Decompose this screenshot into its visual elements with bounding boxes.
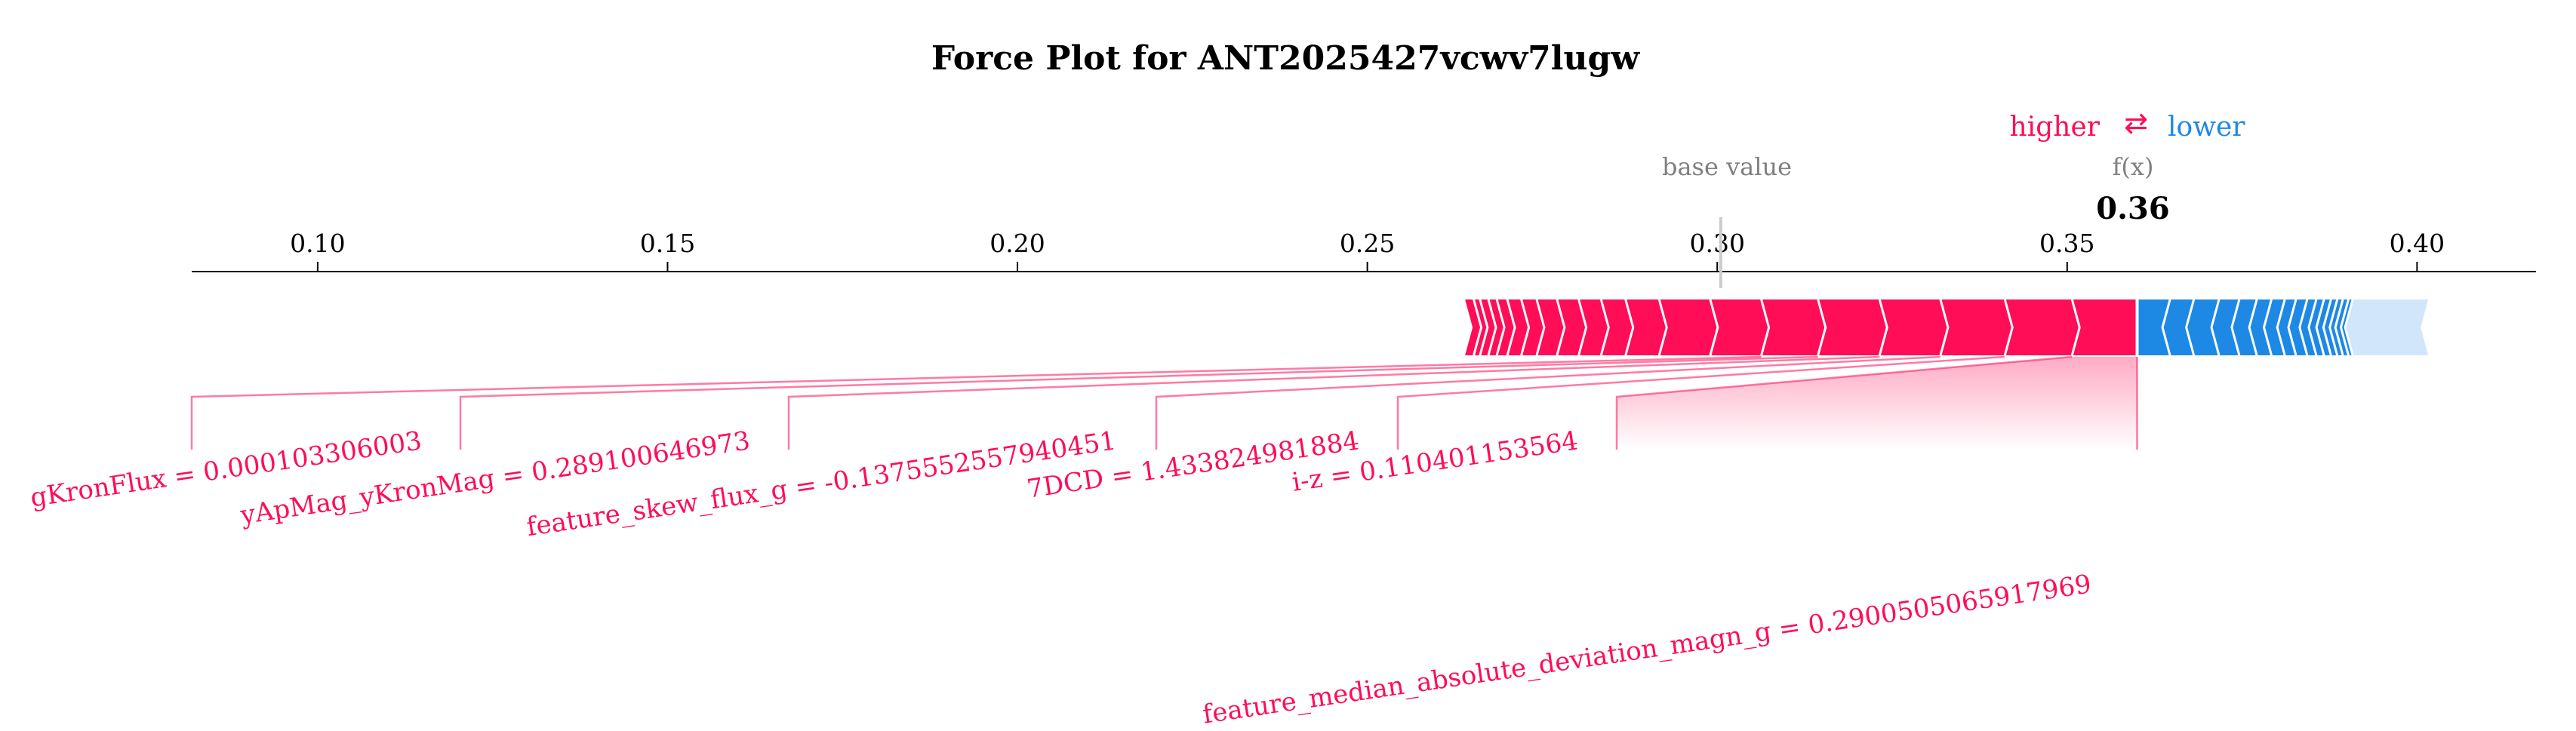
- connector-line: [787, 355, 1880, 450]
- positive-feature-bar: [2005, 299, 2080, 355]
- positive-separator: [1709, 299, 1719, 356]
- positive-separator: [1556, 299, 1566, 356]
- negative-feature-bar: [2162, 299, 2194, 355]
- negative-separator: [2344, 299, 2354, 356]
- feature-label: feature_median_absolute_deviation_magn_g…: [1201, 569, 2093, 729]
- x-tick-label: 0.40: [2390, 229, 2445, 258]
- x-tick-label: 0.35: [2039, 229, 2094, 258]
- negative-separator: [2185, 299, 2196, 356]
- negative-separator: [2262, 299, 2273, 356]
- axis-ticks: 0.10 0.15 0.20 0.25 0.30 0.35 0.40: [290, 229, 2445, 272]
- connector-line: [1615, 355, 2073, 450]
- base-value-label: base value: [1662, 152, 1792, 181]
- negative-feature-bar: [2323, 299, 2337, 355]
- positive-separator: [1577, 299, 1588, 356]
- legend-arrows-icon: ⇄: [2124, 106, 2148, 140]
- positive-feature-bar: [1879, 299, 1948, 355]
- positive-separator: [1473, 299, 1483, 356]
- positive-separator: [1760, 299, 1771, 356]
- positive-feature-bar: [1761, 299, 1826, 355]
- connector-fill: [1617, 357, 2137, 450]
- positive-separator: [2003, 299, 2014, 356]
- negative-separator: [2328, 299, 2339, 356]
- negative-separator: [2334, 299, 2344, 356]
- positive-separator: [1624, 299, 1635, 356]
- negative-separator: [2287, 299, 2297, 356]
- positive-separator: [1599, 299, 1610, 356]
- negative-separator: [2322, 299, 2332, 356]
- positive-feature-bar: [2072, 299, 2137, 355]
- positive-tail-segment: [1521, 299, 1545, 355]
- negative-tail-light: [2345, 299, 2429, 355]
- negative-feature-bar: [2186, 299, 2219, 355]
- connector-line: [1396, 355, 2005, 450]
- x-tick-label: 0.20: [989, 229, 1045, 258]
- positive-separator: [1535, 299, 1546, 356]
- positive-separator: [1878, 299, 1888, 356]
- fx-label: f(x): [2113, 152, 2154, 181]
- negative-feature-bar: [2264, 299, 2285, 355]
- positive-tail-segment: [1625, 299, 1667, 355]
- chart-title: Force Plot for ANT2025427vcwv7lugw: [931, 39, 1640, 78]
- positive-tail-segment: [1578, 299, 1609, 355]
- label-connectors: [190, 355, 2138, 450]
- positive-tail-segment: [1537, 299, 1565, 355]
- negative-feature-bar: [2137, 299, 2171, 355]
- force-bars: [1463, 299, 2429, 356]
- connector-line: [190, 355, 1762, 450]
- negative-separator: [2307, 299, 2318, 356]
- positive-tail-segment: [1659, 299, 1718, 355]
- negative-separator: [2230, 299, 2241, 356]
- x-tick-label: 0.25: [1340, 229, 1395, 258]
- positive-separator: [1520, 299, 1531, 356]
- negative-separator: [2276, 299, 2286, 356]
- positive-separator: [1817, 299, 1827, 356]
- negative-feature-bar: [2335, 299, 2349, 355]
- negative-feature-bar: [2211, 299, 2239, 355]
- positive-tail-segment: [1556, 299, 1587, 355]
- negative-feature-bar: [2249, 299, 2272, 355]
- negative-separator: [2315, 299, 2325, 356]
- positive-feature-bar: [1817, 299, 1888, 355]
- positive-separator: [1939, 299, 1950, 356]
- x-tick-label: 0.30: [1689, 229, 1744, 258]
- negative-separator: [2298, 299, 2309, 356]
- negative-separator: [2161, 299, 2171, 356]
- feature-labels: feature_median_absolute_deviation_magn_g…: [29, 425, 2094, 729]
- positive-tail-segment: [1507, 299, 1529, 355]
- positive-tail-segment: [1710, 299, 1769, 355]
- negative-separator: [2339, 299, 2350, 356]
- legend-higher-label: higher: [2010, 112, 2101, 143]
- connector-line: [459, 355, 1818, 450]
- positive-separator: [1487, 299, 1497, 356]
- positive-separator: [1657, 299, 1668, 356]
- negative-separator: [2248, 299, 2258, 356]
- positive-separator: [1479, 299, 1489, 356]
- negative-feature-bar: [2329, 299, 2344, 355]
- legend-lower-label: lower: [2168, 112, 2245, 143]
- positive-separator: [2070, 299, 2081, 356]
- positive-tail-segment: [1473, 299, 1488, 355]
- connector-line: [1155, 355, 1941, 450]
- fx-value: 0.36: [2096, 191, 2169, 226]
- negative-feature-bar: [2231, 299, 2257, 355]
- x-tick-label: 0.10: [290, 229, 345, 258]
- positive-feature-bar: [1940, 299, 2013, 355]
- positive-separator: [1506, 299, 1516, 356]
- positive-tail-segment: [1601, 299, 1633, 355]
- positive-separator: [1463, 299, 1473, 356]
- negative-feature-bar: [2341, 299, 2353, 355]
- negative-separator: [2210, 299, 2221, 356]
- positive-separator: [1495, 299, 1506, 356]
- negative-feature-bar: [2316, 299, 2331, 355]
- x-tick-label: 0.15: [640, 229, 695, 258]
